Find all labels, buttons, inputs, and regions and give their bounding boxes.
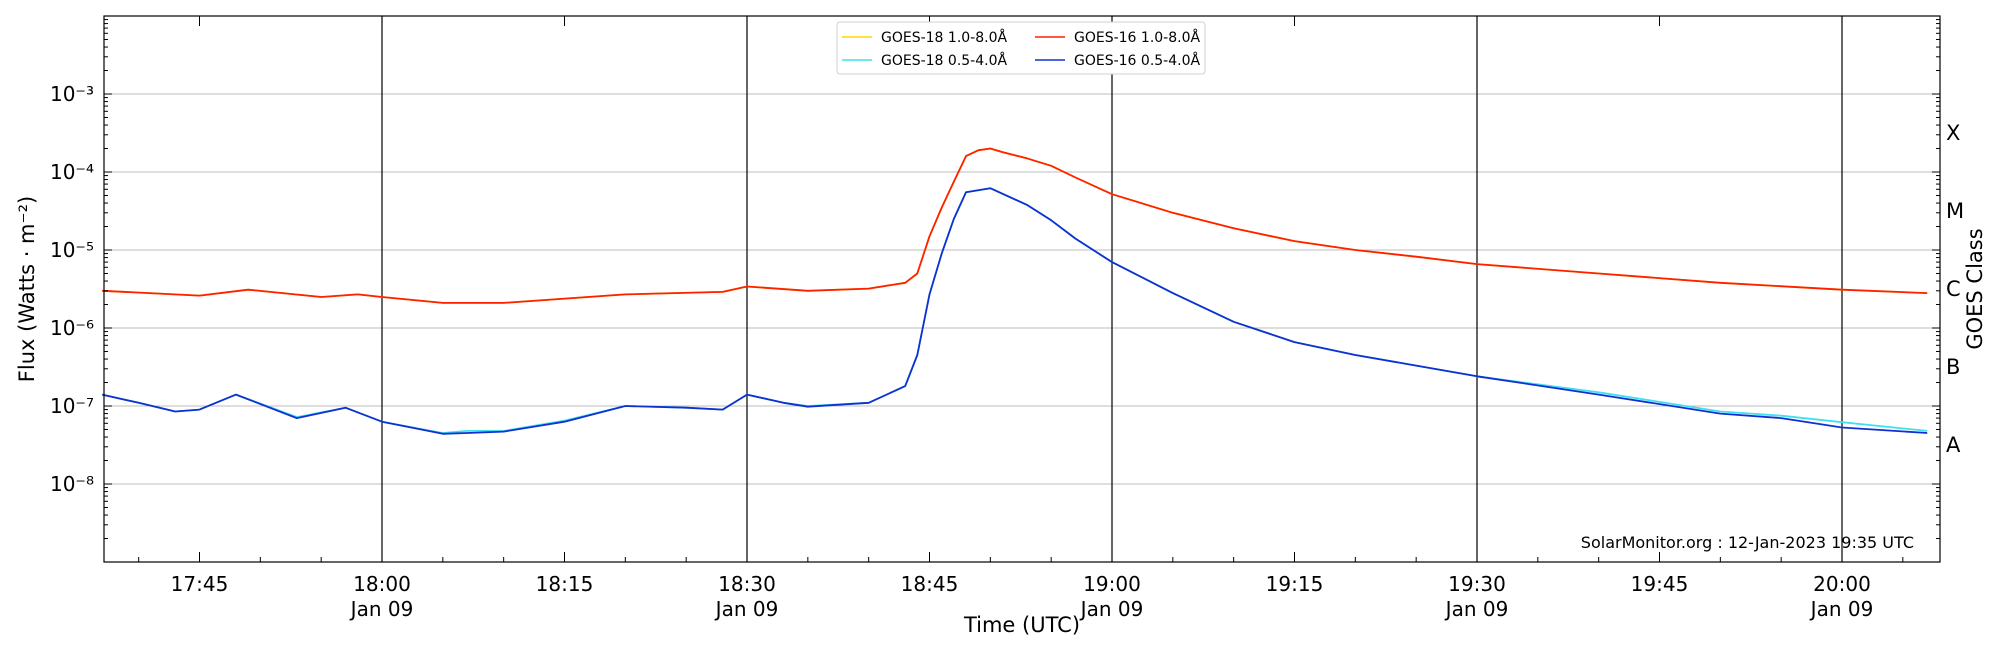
y-tick-label: 10⁻³ (50, 82, 94, 106)
goes-class-label: B (1946, 355, 1960, 379)
x-tick-label: 19:00 (1083, 572, 1141, 596)
x-tick-date-label: Jan 09 (1444, 597, 1509, 621)
x-tick-label: 17:45 (171, 572, 229, 596)
plot-frame (103, 15, 1941, 563)
y-axis-right-title: GOES Class (1963, 228, 1987, 349)
axis-ticks (104, 16, 1940, 563)
y-tick-label: 10⁻⁷ (50, 394, 94, 418)
legend-box (836, 21, 1206, 75)
y-axis-title: Flux (Watts · m⁻²) (15, 196, 39, 382)
legend: GOES-18 1.0-8.0Å GOES-18 0.5-4.0Å GOES-1… (836, 21, 1206, 75)
goes-class-label: A (1946, 433, 1961, 457)
legend-label-goes18-short: GOES-18 0.5-4.0Å (881, 52, 1007, 69)
goes-class-label: M (1946, 199, 1964, 223)
x-tick-label: 19:30 (1448, 572, 1506, 596)
x-tick-label: 18:15 (536, 572, 594, 596)
x-tick-label: 18:30 (718, 572, 776, 596)
x-tick-label: 18:00 (353, 572, 411, 596)
x-tick-date-label: Jan 09 (1809, 597, 1874, 621)
x-tick-date-label: Jan 09 (714, 597, 779, 621)
x-tick-label: 20:00 (1813, 572, 1871, 596)
series-goes16-short (102, 187, 1928, 435)
x-tick-date-label: Jan 09 (1079, 597, 1144, 621)
y-tick-label: 10⁻⁸ (50, 472, 94, 496)
date-boundary-lines (381, 16, 1843, 562)
x-tick-label: 18:45 (901, 572, 959, 596)
series-lines (102, 147, 1928, 435)
gridlines (104, 93, 1940, 485)
y-tick-label: 10⁻⁵ (50, 238, 94, 262)
y-tick-labels: 10⁻⁸ 10⁻⁷ 10⁻⁶ 10⁻⁵ 10⁻⁴ 10⁻³ (50, 82, 94, 496)
series-goes16-long (102, 147, 1928, 304)
goes-class-label: X (1946, 121, 1960, 145)
x-tick-date-label: Jan 09 (349, 597, 414, 621)
x-axis-title: Time (UTC) (963, 613, 1080, 637)
y-tick-label: 10⁻⁶ (50, 316, 94, 340)
source-credit: SolarMonitor.org : 12-Jan-2023 19:35 UTC (1581, 533, 1914, 552)
x-tick-label: 19:45 (1631, 572, 1689, 596)
legend-label-goes16-long: GOES-16 1.0-8.0Å (1074, 29, 1200, 46)
legend-label-goes18-long: GOES-18 1.0-8.0Å (881, 29, 1007, 46)
goes-class-labels: A B C M X (1946, 121, 1964, 457)
legend-label-goes16-short: GOES-16 0.5-4.0Å (1074, 52, 1200, 69)
goes-class-label: C (1946, 277, 1961, 301)
x-tick-label: 19:15 (1266, 572, 1324, 596)
y-tick-label: 10⁻⁴ (50, 160, 94, 184)
